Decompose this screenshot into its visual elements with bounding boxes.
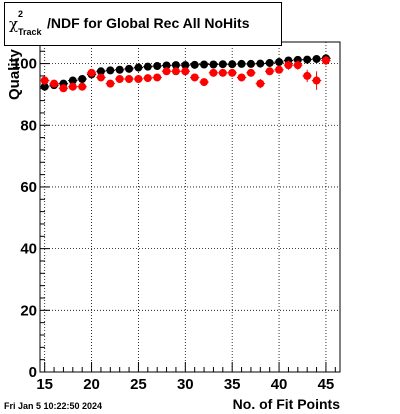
data-point xyxy=(143,74,152,83)
x-tick-label: 30 xyxy=(177,376,194,393)
chart-title: /NDF for Global Rec All NoHits xyxy=(47,15,250,31)
data-point xyxy=(200,60,209,69)
data-point xyxy=(275,65,284,74)
data-point xyxy=(171,61,180,70)
timestamp: Fri Jan 5 10:22:50 2024 xyxy=(4,401,103,411)
data-point xyxy=(303,55,312,64)
title-box: χ 2 Track /NDF for Global Rec All NoHits xyxy=(4,2,282,46)
data-point xyxy=(237,73,246,82)
data-point xyxy=(96,67,105,76)
data-point xyxy=(293,61,302,70)
data-point xyxy=(162,61,171,70)
data-point xyxy=(246,59,255,68)
data-point xyxy=(134,75,143,84)
x-tick-label: 25 xyxy=(130,376,147,393)
data-point xyxy=(209,68,218,77)
y-tick-label: 0 xyxy=(29,364,37,381)
data-point xyxy=(181,61,190,70)
grid xyxy=(40,42,340,373)
data-point xyxy=(115,75,124,84)
plot-frame xyxy=(39,41,341,373)
data-point xyxy=(181,67,190,76)
data-point xyxy=(284,61,293,70)
x-tick-label: 20 xyxy=(83,376,100,393)
data-point xyxy=(256,79,265,88)
data-point xyxy=(190,73,199,82)
data-point xyxy=(134,63,143,72)
y-tick-label: 20 xyxy=(20,302,37,319)
data-point xyxy=(106,79,115,88)
data-point xyxy=(275,58,284,67)
data-point xyxy=(190,60,199,69)
data-point xyxy=(246,68,255,77)
data-point xyxy=(59,84,68,93)
x-tick-label: 15 xyxy=(36,376,53,393)
data-point xyxy=(125,75,134,84)
x-tick-label: 45 xyxy=(318,376,335,393)
y-tick-label: 100 xyxy=(12,56,37,73)
data-series xyxy=(39,54,331,93)
data-point xyxy=(96,73,105,82)
data-point xyxy=(200,78,209,87)
data-point xyxy=(256,59,265,68)
data-point xyxy=(218,60,227,69)
data-point xyxy=(237,59,246,68)
data-point xyxy=(106,66,115,75)
data-point xyxy=(209,60,218,69)
data-point xyxy=(265,58,274,67)
data-point xyxy=(228,68,237,77)
x-tick-label: 40 xyxy=(271,376,288,393)
data-point xyxy=(125,64,134,73)
data-point xyxy=(265,67,274,76)
x-tick-label: 35 xyxy=(224,376,241,393)
data-point xyxy=(312,76,321,85)
x-axis-label: No. of Fit Points xyxy=(232,396,340,412)
axis-ticks xyxy=(40,50,336,373)
data-point xyxy=(143,62,152,71)
data-point xyxy=(87,68,96,77)
data-point xyxy=(312,54,321,63)
tick-labels: 15 20 25 30 35 40 45 0 20 40 60 80 100 xyxy=(12,56,334,393)
data-point xyxy=(40,82,49,91)
data-point xyxy=(68,76,77,85)
series-1 xyxy=(39,55,331,93)
data-point xyxy=(153,62,162,71)
data-point xyxy=(321,56,330,65)
data-point xyxy=(115,65,124,74)
data-point xyxy=(78,82,87,91)
data-point xyxy=(171,67,180,76)
subscript-track: Track xyxy=(18,27,42,37)
y-tick-label: 40 xyxy=(20,241,37,258)
data-point xyxy=(218,68,227,77)
series-0 xyxy=(39,54,331,91)
data-point xyxy=(78,75,87,84)
y-tick-label: 60 xyxy=(20,179,37,196)
data-point xyxy=(40,76,49,85)
data-point xyxy=(228,60,237,69)
data-point xyxy=(68,82,77,91)
data-point xyxy=(303,71,312,80)
chi-symbol: χ xyxy=(9,15,19,33)
superscript-2: 2 xyxy=(18,9,24,19)
data-point xyxy=(153,73,162,82)
y-tick-label: 80 xyxy=(20,117,37,134)
data-point xyxy=(162,67,171,76)
y-axis-label: Quality xyxy=(6,49,23,100)
data-point xyxy=(50,79,59,88)
